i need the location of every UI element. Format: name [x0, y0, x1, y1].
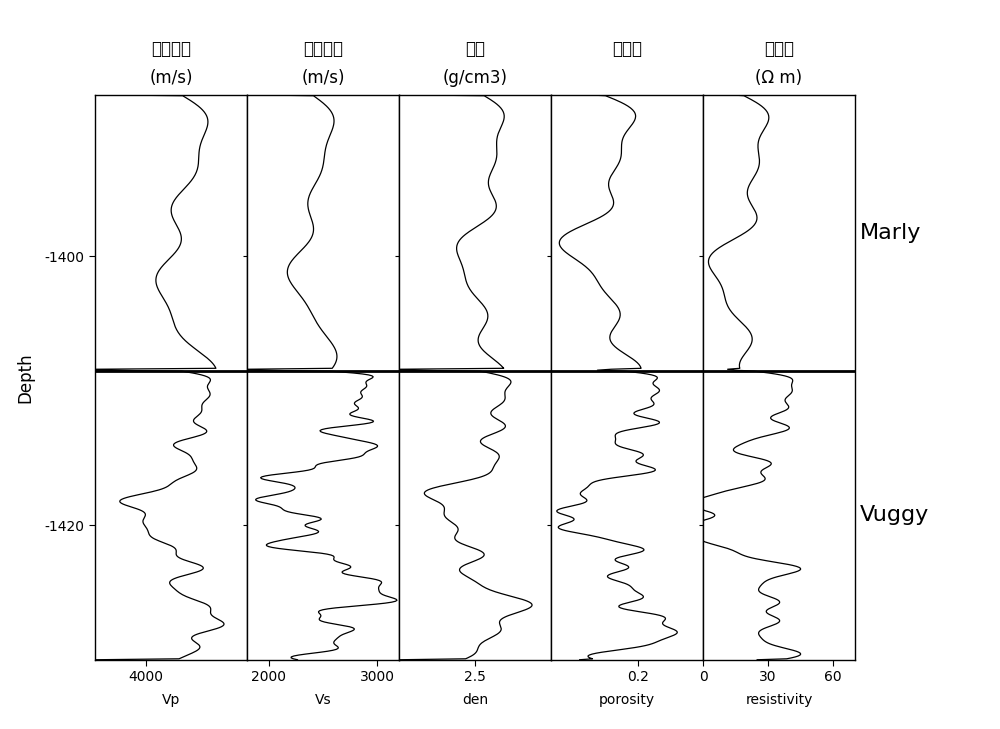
Text: den: den [462, 693, 488, 706]
Text: (m/s): (m/s) [149, 69, 193, 87]
Text: 孔隙度: 孔隙度 [612, 40, 642, 58]
Text: Vuggy: Vuggy [860, 505, 929, 525]
Text: 纵波速度: 纵波速度 [151, 40, 191, 58]
Text: 横波速度: 横波速度 [303, 40, 343, 58]
Text: (m/s): (m/s) [301, 69, 345, 87]
Text: (Ω m): (Ω m) [755, 69, 803, 87]
Text: Vp: Vp [162, 693, 180, 706]
Text: 电阻率: 电阻率 [764, 40, 794, 58]
Text: Vs: Vs [315, 693, 331, 706]
Text: (g/cm3): (g/cm3) [443, 69, 508, 87]
Text: Marly: Marly [860, 222, 921, 243]
Text: 密度: 密度 [465, 40, 485, 58]
Text: porosity: porosity [599, 693, 655, 706]
Text: resistivity: resistivity [745, 693, 813, 706]
Text: Depth: Depth [16, 352, 34, 402]
